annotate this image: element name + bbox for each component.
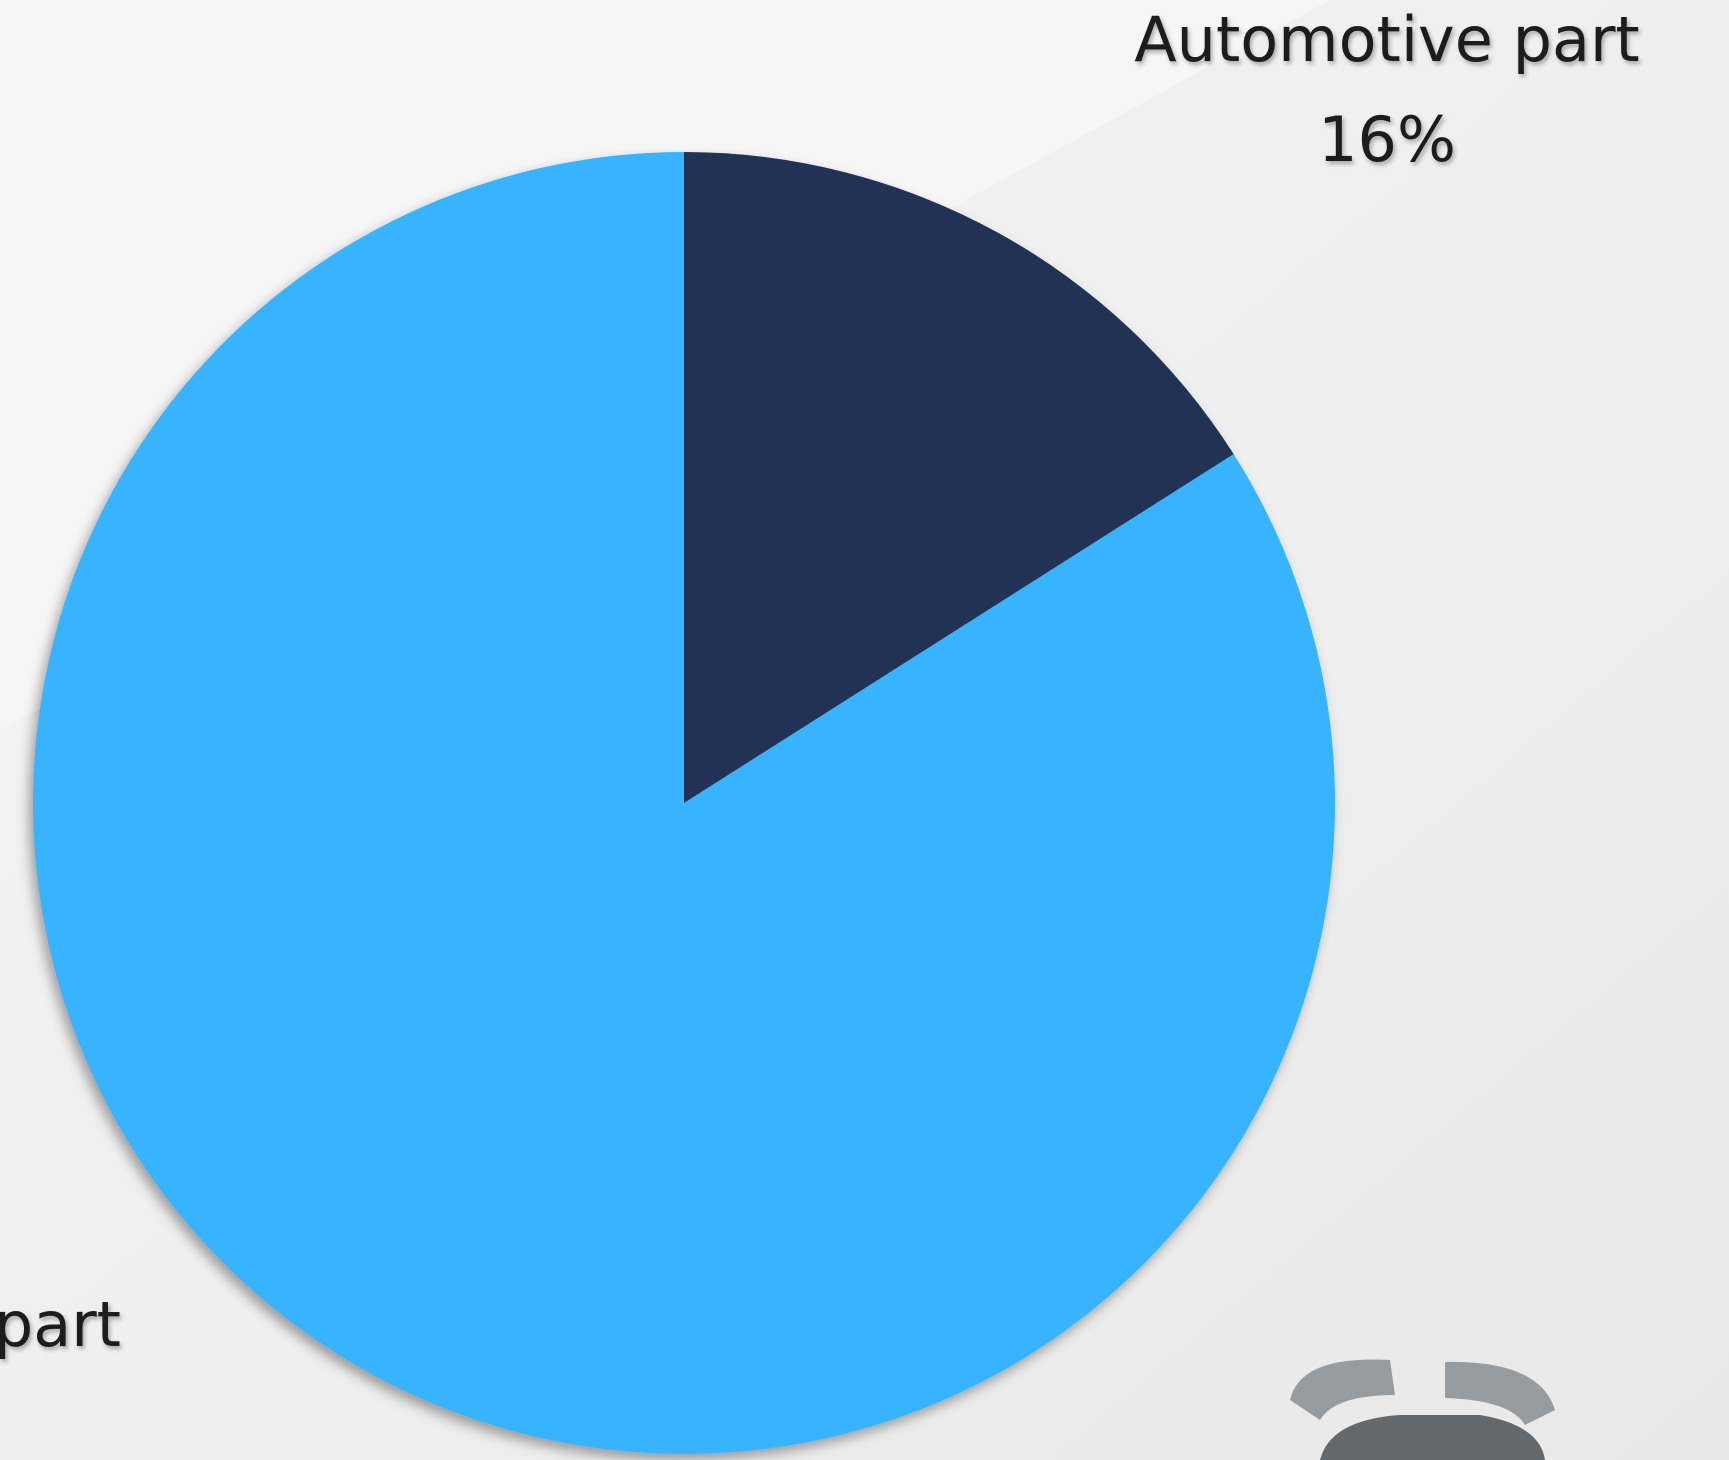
- part-photo: [1290, 1359, 1555, 1460]
- slice-value-label: 16%: [1318, 103, 1456, 176]
- pie-slice: [32, 152, 1335, 1454]
- slice-label: Automotive part: [1134, 3, 1640, 76]
- slice-label: part: [0, 1288, 121, 1361]
- pie-slice: [684, 152, 1234, 803]
- pie: [32, 152, 1335, 1454]
